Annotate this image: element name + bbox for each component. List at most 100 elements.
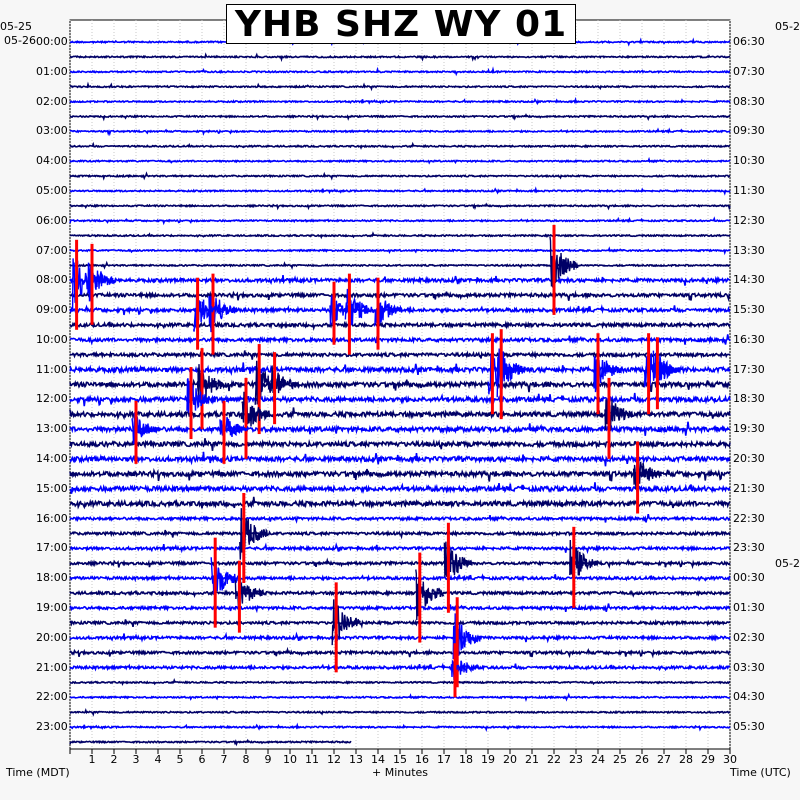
x-tick-label: 30	[723, 753, 737, 766]
clip-marker	[596, 333, 600, 415]
trace-row	[69, 738, 352, 747]
left-hour-label: 04:00	[36, 154, 68, 168]
left-hour-label: 21:00	[36, 660, 68, 674]
trace-row	[69, 141, 731, 150]
clip-marker	[189, 367, 193, 440]
trace-row	[69, 438, 731, 451]
trace-row	[69, 186, 731, 196]
clipped-events	[71, 224, 683, 698]
right-hour-label: 14:30	[733, 273, 765, 287]
x-tick-label: 13	[349, 753, 363, 766]
trace-row	[69, 127, 731, 137]
x-tick-label: 19	[481, 753, 495, 766]
right-hour-label: 02:30	[733, 630, 765, 644]
x-tick-label: 2	[110, 753, 118, 766]
trace-row	[69, 692, 731, 703]
left-hour-label: 22:00	[36, 690, 68, 704]
clip-marker	[418, 552, 422, 643]
clip-marker	[211, 273, 215, 355]
right-hour-label: 17:30	[733, 362, 765, 376]
trace-row	[69, 378, 731, 393]
trace-row	[69, 557, 731, 570]
trace-row	[69, 631, 731, 644]
right-hour-label: 07:30	[733, 64, 765, 78]
x-tick-label: 27	[657, 753, 671, 766]
clip-marker	[273, 352, 277, 425]
x-tick-label: 11	[305, 753, 319, 766]
right-hour-label: 13:30	[733, 243, 765, 257]
right-axis-label: Time (UTC)	[730, 766, 791, 779]
x-tick-label: 28	[679, 753, 693, 766]
clip-marker	[455, 597, 459, 688]
right-hour-label: 19:30	[733, 422, 765, 436]
x-axis-label: + Minutes	[372, 766, 429, 779]
trace-row	[69, 588, 731, 598]
left-hour-label: 09:00	[36, 303, 68, 317]
clip-marker	[552, 224, 556, 315]
clip-marker	[490, 333, 494, 415]
x-tick-label: 1	[88, 753, 96, 766]
x-ticks	[69, 749, 731, 754]
x-tick-label: 14	[371, 753, 385, 766]
x-tick-label: 4	[154, 753, 162, 766]
left-hour-label: 08:00	[36, 273, 68, 287]
clip-marker	[75, 239, 79, 330]
x-tick-label: 24	[591, 753, 605, 766]
clip-marker	[222, 400, 226, 464]
start-date-label: 05-25	[0, 20, 32, 33]
trace-row	[69, 246, 731, 256]
clip-marker	[244, 377, 248, 459]
right-hour-label: 10:30	[733, 154, 765, 168]
right-hour-label: 16:30	[733, 332, 765, 346]
trace-row	[69, 260, 731, 270]
trace-row	[69, 231, 731, 240]
left-hour-label: 11:00	[36, 362, 68, 376]
trace-row	[69, 618, 731, 629]
trace-row	[69, 421, 731, 436]
left-hour-label: 03:00	[36, 124, 68, 138]
right-hour-label: 08:30	[733, 94, 765, 108]
x-tick-label: 21	[525, 753, 539, 766]
trace-row	[69, 274, 731, 286]
trace-row	[69, 542, 731, 555]
x-tick-label: 25	[613, 753, 627, 766]
left-hour-label: 02:00	[36, 94, 68, 108]
trace-row	[69, 290, 731, 302]
clip-marker	[257, 344, 261, 435]
clip-marker	[334, 582, 338, 673]
x-tick-label: 9	[264, 753, 272, 766]
trace-row	[69, 707, 731, 717]
clip-marker	[90, 243, 94, 325]
right-hour-label: 03:30	[733, 660, 765, 674]
trace-row	[69, 319, 731, 331]
right-hour-label: 22:30	[733, 511, 765, 525]
left-hour-label: 15:00	[36, 481, 68, 495]
clip-marker	[499, 329, 503, 420]
left-hour-label: 01:00	[36, 64, 68, 78]
clip-marker	[453, 643, 457, 698]
trace-row	[69, 52, 731, 63]
right-hour-label: 20:30	[733, 452, 765, 466]
left-hour-label: 19:00	[36, 600, 68, 614]
clip-marker	[376, 277, 380, 350]
x-tick-label: 16	[415, 753, 429, 766]
clip-marker	[196, 277, 200, 350]
clip-marker	[200, 348, 204, 430]
clip-marker	[655, 337, 659, 410]
right-hour-label: 11:30	[733, 183, 765, 197]
date-left-label: 05-26	[4, 34, 36, 47]
x-tick-label: 26	[635, 753, 649, 766]
x-tick-label: 6	[198, 753, 206, 766]
trace-row	[69, 662, 731, 672]
right-hour-label: 18:30	[733, 392, 765, 406]
x-tick-label: 20	[503, 753, 517, 766]
clip-marker	[213, 537, 217, 628]
left-hour-label: 00:00	[36, 35, 68, 48]
right-hour-label: 00:30	[733, 571, 765, 585]
x-tick-label: 10	[283, 753, 297, 766]
trace-row	[69, 722, 731, 732]
right-hour-label: 09:30	[733, 124, 765, 138]
left-axis-label: Time (MDT)	[6, 766, 70, 779]
trace-row	[69, 66, 731, 77]
